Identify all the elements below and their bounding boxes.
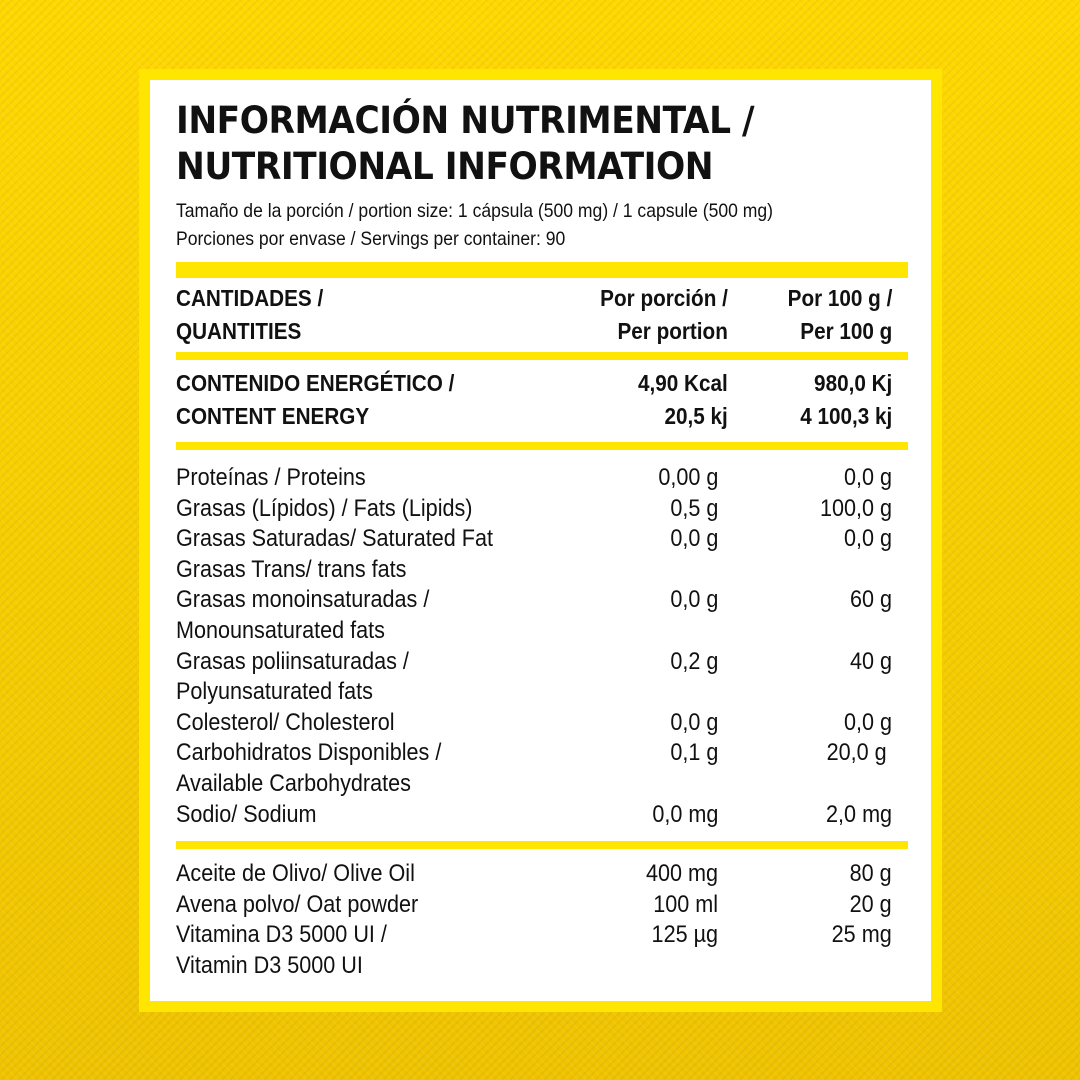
nutrient-label: Grasas (Lípidos) / Fats (Lipids) [176, 494, 473, 522]
nutrient-per-100g: 60 g [849, 586, 892, 614]
nutrient-per-100g: 100,0 g [819, 494, 892, 522]
portion-size: Tamaño de la porción / portion size: 1 c… [176, 200, 774, 222]
ingredient-per-100g: 80 g [849, 860, 892, 887]
nutrient-per-portion: 0,2 g [669, 647, 718, 675]
nutrient-per-100g [820, 555, 892, 586]
nutrient-per-100g: 20,0 g [826, 739, 887, 767]
ingredient-label: Aceite de Olivo/ Olive Oil [176, 860, 415, 887]
nutrient-label-cont: Polyunsaturated fats [176, 678, 373, 706]
nutrient-label: Grasas Saturadas/ Saturated Fat [176, 525, 493, 553]
energy-label-1: CONTENIDO ENERGÉTICO / [176, 370, 455, 396]
ingredient-per-100g: 20 g [849, 890, 892, 918]
nutrient-per-100g: 2,0 mg [825, 800, 892, 828]
nutrient-per-portion: 0,0 mg [651, 800, 718, 828]
divider [176, 442, 908, 450]
nutrition-label: INFORMACIÓN NUTRIMENTAL / NUTRITIONAL IN… [150, 80, 931, 1001]
nutrient-label-cont: Monounsaturated fats [176, 616, 385, 644]
nutrient-label: Sodio/ Sodium [176, 800, 317, 828]
nutrient-per-portion: 0,0 g [669, 586, 718, 614]
nutrient-per-100g: 0,0 g [843, 525, 892, 553]
page-title: INFORMACIÓN NUTRIMENTAL / NUTRITIONAL IN… [176, 98, 755, 190]
title-line-2: NUTRITIONAL INFORMATION [176, 145, 714, 188]
quantities-label-1: CANTIDADES / [176, 285, 324, 311]
quantities-label-2: QUANTITIES [176, 318, 302, 344]
divider [176, 841, 908, 849]
ingredient-per-100g: 25 mg [831, 921, 892, 949]
nutrient-per-portion: 0,5 g [669, 494, 718, 522]
nutrient-label-cont: Available Carbohydrates [176, 769, 411, 797]
ingredient-per-portion: 400 mg [645, 860, 718, 887]
servings-per-container: Porciones por envase / Servings per cont… [176, 228, 566, 250]
ingredient-per-portion: 125 µg [651, 921, 718, 949]
nutrient-per-100g: 40 g [849, 647, 892, 675]
nutrient-per-portion: 0,00 g [657, 464, 718, 491]
nutrient-per-100g: 0,0 g [843, 464, 892, 491]
ingredient-label: Vitamina D3 5000 UI / [176, 921, 387, 949]
nutrient-label: Carbohidratos Disponibles / [176, 739, 442, 767]
nutrient-label: Colesterol/ Cholesterol [176, 708, 395, 736]
per-100g-header-2: Per 100 g [799, 318, 892, 344]
nutrient-per-portion: 0,1 g [669, 739, 718, 767]
nutrient-label: Proteínas / Proteins [176, 464, 366, 491]
per-portion-header-1: Por porción / [600, 285, 728, 311]
nutrient-label: Grasas Trans/ trans fats [176, 555, 407, 583]
energy-per-100g-kj: 980,0 Kj [813, 370, 892, 396]
nutrient-per-portion: 0,0 g [669, 708, 718, 736]
ingredient-label-cont: Vitamin D3 5000 UI [176, 951, 363, 979]
ingredient-per-portion: 100 ml [653, 890, 718, 918]
energy-per-portion-kj: 20,5 kj [664, 403, 728, 429]
nutrient-per-portion [652, 555, 718, 586]
energy-label-2: CONTENT ENERGY [176, 403, 370, 429]
nutrient-per-100g: 0,0 g [843, 708, 892, 736]
energy-per-100g-kj-2: 4 100,3 kj [799, 403, 892, 429]
ingredient-label: Avena polvo/ Oat powder [176, 890, 419, 918]
divider-thick [176, 262, 908, 278]
nutrient-label: Grasas poliinsaturadas / [176, 647, 409, 675]
per-portion-header-2: Per portion [617, 318, 728, 344]
per-100g-header-1: Por 100 g / [787, 285, 892, 311]
divider [176, 352, 908, 360]
nutrient-per-portion: 0,0 g [669, 525, 718, 553]
title-line-1: INFORMACIÓN NUTRIMENTAL / [176, 99, 755, 142]
nutrient-label: Grasas monoinsaturadas / [176, 586, 430, 614]
energy-per-portion-kcal: 4,90 Kcal [638, 370, 728, 396]
